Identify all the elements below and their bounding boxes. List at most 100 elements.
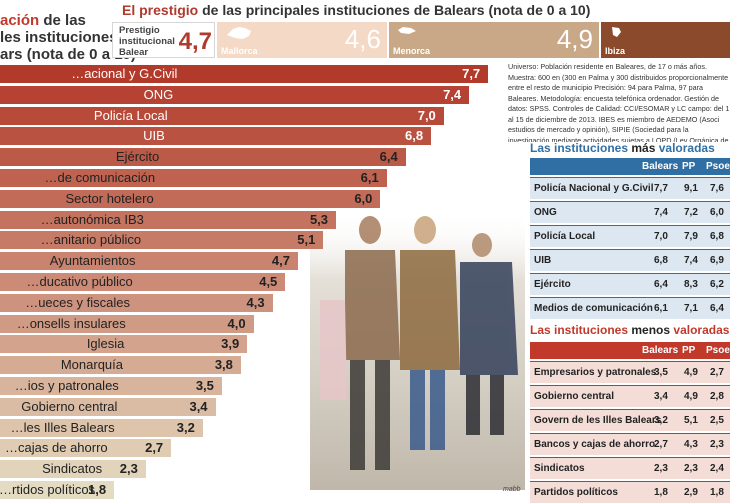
table-cell-value: 7,4: [654, 207, 668, 218]
banner-title: El prestigio de las principales instituc…: [122, 2, 590, 18]
table-bottom-title-part: menos: [628, 323, 674, 337]
bar-row: Gobierno central 3,4: [0, 397, 216, 416]
bar-value-label: 3,8: [214, 357, 233, 373]
bar-value-label: 6,4: [379, 149, 398, 165]
table-row: Gobierno central 3,4 4,9 2,8: [530, 385, 730, 407]
bar-category-label: …de comunicación: [44, 170, 156, 185]
methodology-note: Universo: Población residente en Baleare…: [508, 62, 730, 142]
table-cell-value: 2,8: [710, 391, 724, 402]
table-cell-name: Empresarios y patronales: [534, 367, 657, 378]
panel-balear-label: Balear: [119, 47, 149, 58]
panel-menorca: Menorca 4,9: [389, 22, 599, 58]
panel-balear-value: 4,7: [178, 28, 212, 55]
table-cell-name: Partidos políticos: [534, 487, 618, 498]
bar-category-label: …acional y G.Civil: [71, 66, 178, 81]
bar: [0, 314, 254, 333]
table-cell-value: 1,8: [654, 487, 668, 498]
table-cell-value: 1,8: [710, 487, 724, 498]
bar: [0, 106, 444, 125]
table-cell-value: 6,4: [654, 279, 668, 290]
bar-category-label: Sector hotelero: [65, 190, 154, 206]
table-cell-value: 6,0: [710, 207, 724, 218]
panel-balear: Prestigio institucional Balear 4,7: [112, 22, 215, 58]
bar-row: …de comunicación 6,1: [0, 169, 387, 187]
bar: [0, 85, 470, 104]
bar-category-label: Gobierno central: [21, 398, 118, 414]
table-cell-value: 6,2: [710, 279, 724, 290]
bar: [0, 127, 432, 146]
table-cell-value: 6,9: [710, 255, 724, 266]
bar: [0, 397, 216, 416]
table-cell-value: 9,1: [684, 183, 698, 194]
ibiza-island-icon: [612, 27, 621, 37]
table-row: UIB 6,8 7,4 6,9: [530, 249, 730, 271]
table-header-cell: PP: [682, 345, 696, 356]
bar-category-label: Ayuntamientos: [49, 253, 136, 269]
table-header-cell: Psoe: [706, 345, 730, 356]
bar-row: …onsells insulares 4,0: [0, 314, 254, 333]
table-header: Balears PP Psoe: [530, 158, 730, 175]
table-cell-value: 6,8: [654, 255, 668, 266]
bar-row: UIB 6,8: [0, 127, 432, 146]
table-header: Balears PP Psoe: [530, 342, 730, 359]
heading-line3: ars (nota de 0 a 10): [0, 46, 136, 63]
bar-category-label: Sindicatos: [42, 461, 103, 477]
bar-category-label: …ios y patronales: [14, 378, 119, 393]
table-cell-name: Medios de comunicación: [534, 303, 653, 314]
bar: [0, 293, 273, 312]
bar-category-label: …ueces y fiscales: [25, 294, 130, 310]
bar: [0, 335, 248, 354]
table-cell-value: 7,6: [710, 183, 724, 194]
bar-category-label: …cajas de ahorro: [5, 440, 108, 456]
table-cell-value: 7,2: [684, 207, 698, 218]
bar: [0, 148, 406, 167]
bar-row: Monarquía 3,8: [0, 356, 241, 375]
bar: [0, 418, 203, 437]
bar: [0, 356, 241, 375]
bar-value-label: 7,4: [443, 86, 462, 102]
panel-ibiza: Ibiza: [601, 22, 730, 58]
table-cell-name: Policía Nacional y G.Civil: [534, 183, 654, 194]
table-cell-value: 2,3: [654, 463, 668, 474]
bar-value-label: 3,4: [189, 398, 208, 414]
table-row: Policía Local 7,0 7,9 6,8: [530, 225, 730, 247]
bar-category-label: Iglesia: [86, 336, 125, 352]
table-row: Sindicatos 2,3 2,3 2,4: [530, 457, 730, 479]
panel-menorca-name: Menorca: [393, 46, 431, 56]
bar-value-label: 6,1: [360, 170, 379, 185]
mallorca-island-icon: [227, 27, 251, 39]
table-cell-value: 3,4: [654, 391, 668, 402]
table-cell-value: 5,1: [684, 415, 698, 426]
table-cell-name: Bancos y cajas de ahorro: [534, 439, 656, 450]
table-bottom-title-part: Las instituciones: [530, 323, 629, 337]
heading-line2: les instituciones: [0, 29, 118, 46]
bar-row: …cajas de ahorro 2,7: [0, 439, 172, 458]
table-cell-value: 7,4: [684, 255, 698, 266]
table-row: ONG 7,4 7,2 6,0: [530, 201, 730, 223]
table-cell-value: 6,1: [654, 303, 668, 314]
table-row: Empresarios y patronales 3,5 4,9 2,7: [530, 361, 730, 383]
bar-category-label: …les Illes Balears: [10, 419, 115, 435]
bar-row: Iglesia 3,9: [0, 335, 248, 354]
bar-value-label: 3,2: [176, 419, 195, 435]
table-cell-name: Gobierno central: [534, 391, 615, 402]
table-cell-value: 7,0: [654, 231, 668, 242]
table-cell-value: 2,3: [710, 439, 724, 450]
bar-value-label: 6,8: [405, 128, 424, 144]
table-header-cell: Balears: [642, 161, 679, 172]
credit: mabb: [503, 486, 521, 493]
bar-row: Policía Local 7,0: [0, 106, 444, 125]
table-row: Ejército 6,4 8,3 6,2: [530, 273, 730, 295]
table-top-title-part: valoradas: [658, 141, 715, 155]
table-cell-value: 3,2: [654, 415, 668, 426]
table-row: Bancos y cajas de ahorro 2,7 4,3 2,3: [530, 433, 730, 455]
bar-row: Sindicatos 2,3: [0, 460, 146, 479]
table-cell-name: Ejército: [534, 279, 571, 290]
panel-ibiza-name: Ibiza: [605, 46, 626, 56]
bar-category-label: ONG: [143, 86, 174, 102]
table-header-cell: Psoe: [706, 161, 730, 172]
bar-category-label: …anitario público: [40, 232, 142, 248]
table-top-title-part: Las instituciones: [530, 141, 629, 155]
table-cell-name: Sindicatos: [534, 463, 585, 474]
table-cell-value: 6,8: [710, 231, 724, 242]
